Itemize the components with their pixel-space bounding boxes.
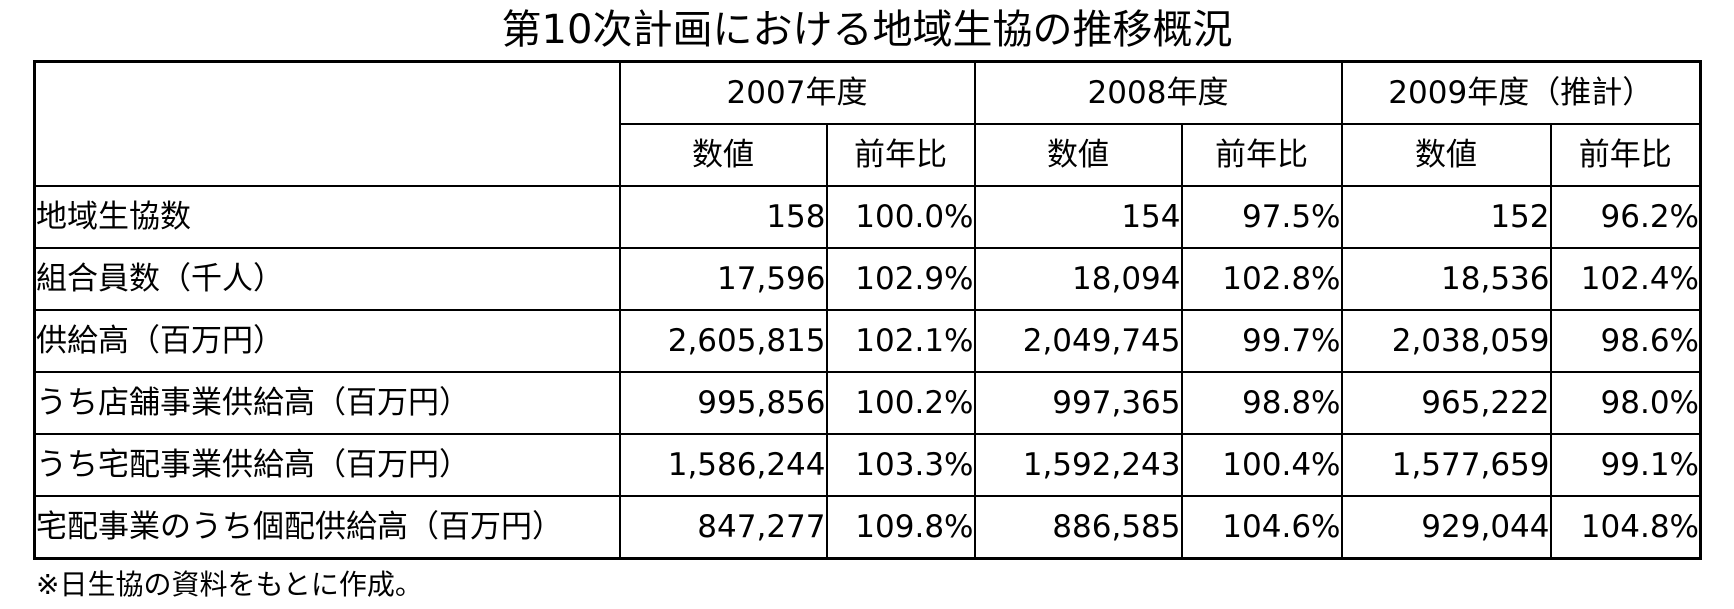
value-cell: 847,277 xyxy=(618,495,828,560)
value-cell: 2,605,815 xyxy=(618,309,828,373)
row-label: 宅配事業のうち個配供給高（百万円） xyxy=(33,495,621,560)
ratio-cell: 104.8% xyxy=(1549,495,1702,560)
value-cell: 886,585 xyxy=(973,495,1183,560)
value-cell: 995,856 xyxy=(618,371,828,435)
value-cell: 2,038,059 xyxy=(1340,309,1552,373)
ratio-cell: 103.3% xyxy=(825,433,976,497)
value-cell: 17,596 xyxy=(618,247,828,311)
ratio-cell: 102.9% xyxy=(825,247,976,311)
value-cell: 1,577,659 xyxy=(1340,433,1552,497)
sub-header-ratio: 前年比 xyxy=(1549,123,1702,187)
sub-header-row: 数値 前年比 数値 前年比 数値 前年比 xyxy=(35,123,1702,187)
value-cell: 929,044 xyxy=(1340,495,1552,560)
ratio-cell: 100.4% xyxy=(1180,433,1343,497)
ratio-cell: 109.8% xyxy=(825,495,976,560)
value-cell: 152 xyxy=(1340,185,1552,249)
ratio-cell: 96.2% xyxy=(1549,185,1702,249)
ratio-cell: 98.0% xyxy=(1549,371,1702,435)
ratio-cell: 98.6% xyxy=(1549,309,1702,373)
ratio-cell: 102.8% xyxy=(1180,247,1343,311)
row-label: うち宅配事業供給高（百万円） xyxy=(33,433,621,497)
coop-summary-table: 2007年度 2008年度 2009年度（推計） 数値 前年比 数値 前年比 数… xyxy=(33,60,1702,560)
source-note: ※日生協の資料をもとに作成。 xyxy=(36,568,423,601)
value-cell: 158 xyxy=(618,185,828,249)
year-header-2008: 2008年度 xyxy=(973,60,1343,125)
value-cell: 2,049,745 xyxy=(973,309,1183,373)
table-row: 供給高（百万円） 2,605,815 102.1% 2,049,745 99.7… xyxy=(33,309,1702,373)
year-header-2007: 2007年度 xyxy=(618,60,976,125)
row-label: うち店舗事業供給高（百万円） xyxy=(33,371,621,435)
ratio-cell: 99.1% xyxy=(1549,433,1702,497)
page-title: 第10次計画における地域生協の推移概況 xyxy=(501,7,1233,53)
ratio-cell: 97.5% xyxy=(1180,185,1343,249)
table-row: 地域生協数 158 100.0% 154 97.5% 152 96.2% xyxy=(33,185,1702,249)
ratio-cell: 99.7% xyxy=(1180,309,1343,373)
table-row: 宅配事業のうち個配供給高（百万円） 847,277 109.8% 886,585… xyxy=(33,495,1702,560)
sub-header-ratio: 前年比 xyxy=(825,123,976,187)
table-row: 組合員数（千人） 17,596 102.9% 18,094 102.8% 18,… xyxy=(33,247,1702,311)
sub-header-ratio: 前年比 xyxy=(1180,123,1343,187)
value-cell: 154 xyxy=(973,185,1183,249)
sub-header-value: 数値 xyxy=(618,123,828,187)
year-header-row: 2007年度 2008年度 2009年度（推計） xyxy=(33,60,1702,187)
sub-header-value: 数値 xyxy=(973,123,1183,187)
row-label: 供給高（百万円） xyxy=(33,309,621,373)
header-corner xyxy=(33,60,621,187)
value-cell: 1,592,243 xyxy=(973,433,1183,497)
value-cell: 1,586,244 xyxy=(618,433,828,497)
table-row: うち店舗事業供給高（百万円） 995,856 100.2% 997,365 98… xyxy=(33,371,1702,435)
sub-header-value: 数値 xyxy=(1340,123,1552,187)
ratio-cell: 98.8% xyxy=(1180,371,1343,435)
ratio-cell: 100.2% xyxy=(825,371,976,435)
year-header-2009: 2009年度（推計） xyxy=(1340,60,1702,125)
ratio-cell: 100.0% xyxy=(825,185,976,249)
ratio-cell: 102.4% xyxy=(1549,247,1702,311)
row-label: 地域生協数 xyxy=(33,185,621,249)
value-cell: 965,222 xyxy=(1340,371,1552,435)
ratio-cell: 104.6% xyxy=(1180,495,1343,560)
table-row: うち宅配事業供給高（百万円） 1,586,244 103.3% 1,592,24… xyxy=(33,433,1702,497)
value-cell: 997,365 xyxy=(973,371,1183,435)
value-cell: 18,094 xyxy=(973,247,1183,311)
value-cell: 18,536 xyxy=(1340,247,1552,311)
row-label: 組合員数（千人） xyxy=(33,247,621,311)
ratio-cell: 102.1% xyxy=(825,309,976,373)
